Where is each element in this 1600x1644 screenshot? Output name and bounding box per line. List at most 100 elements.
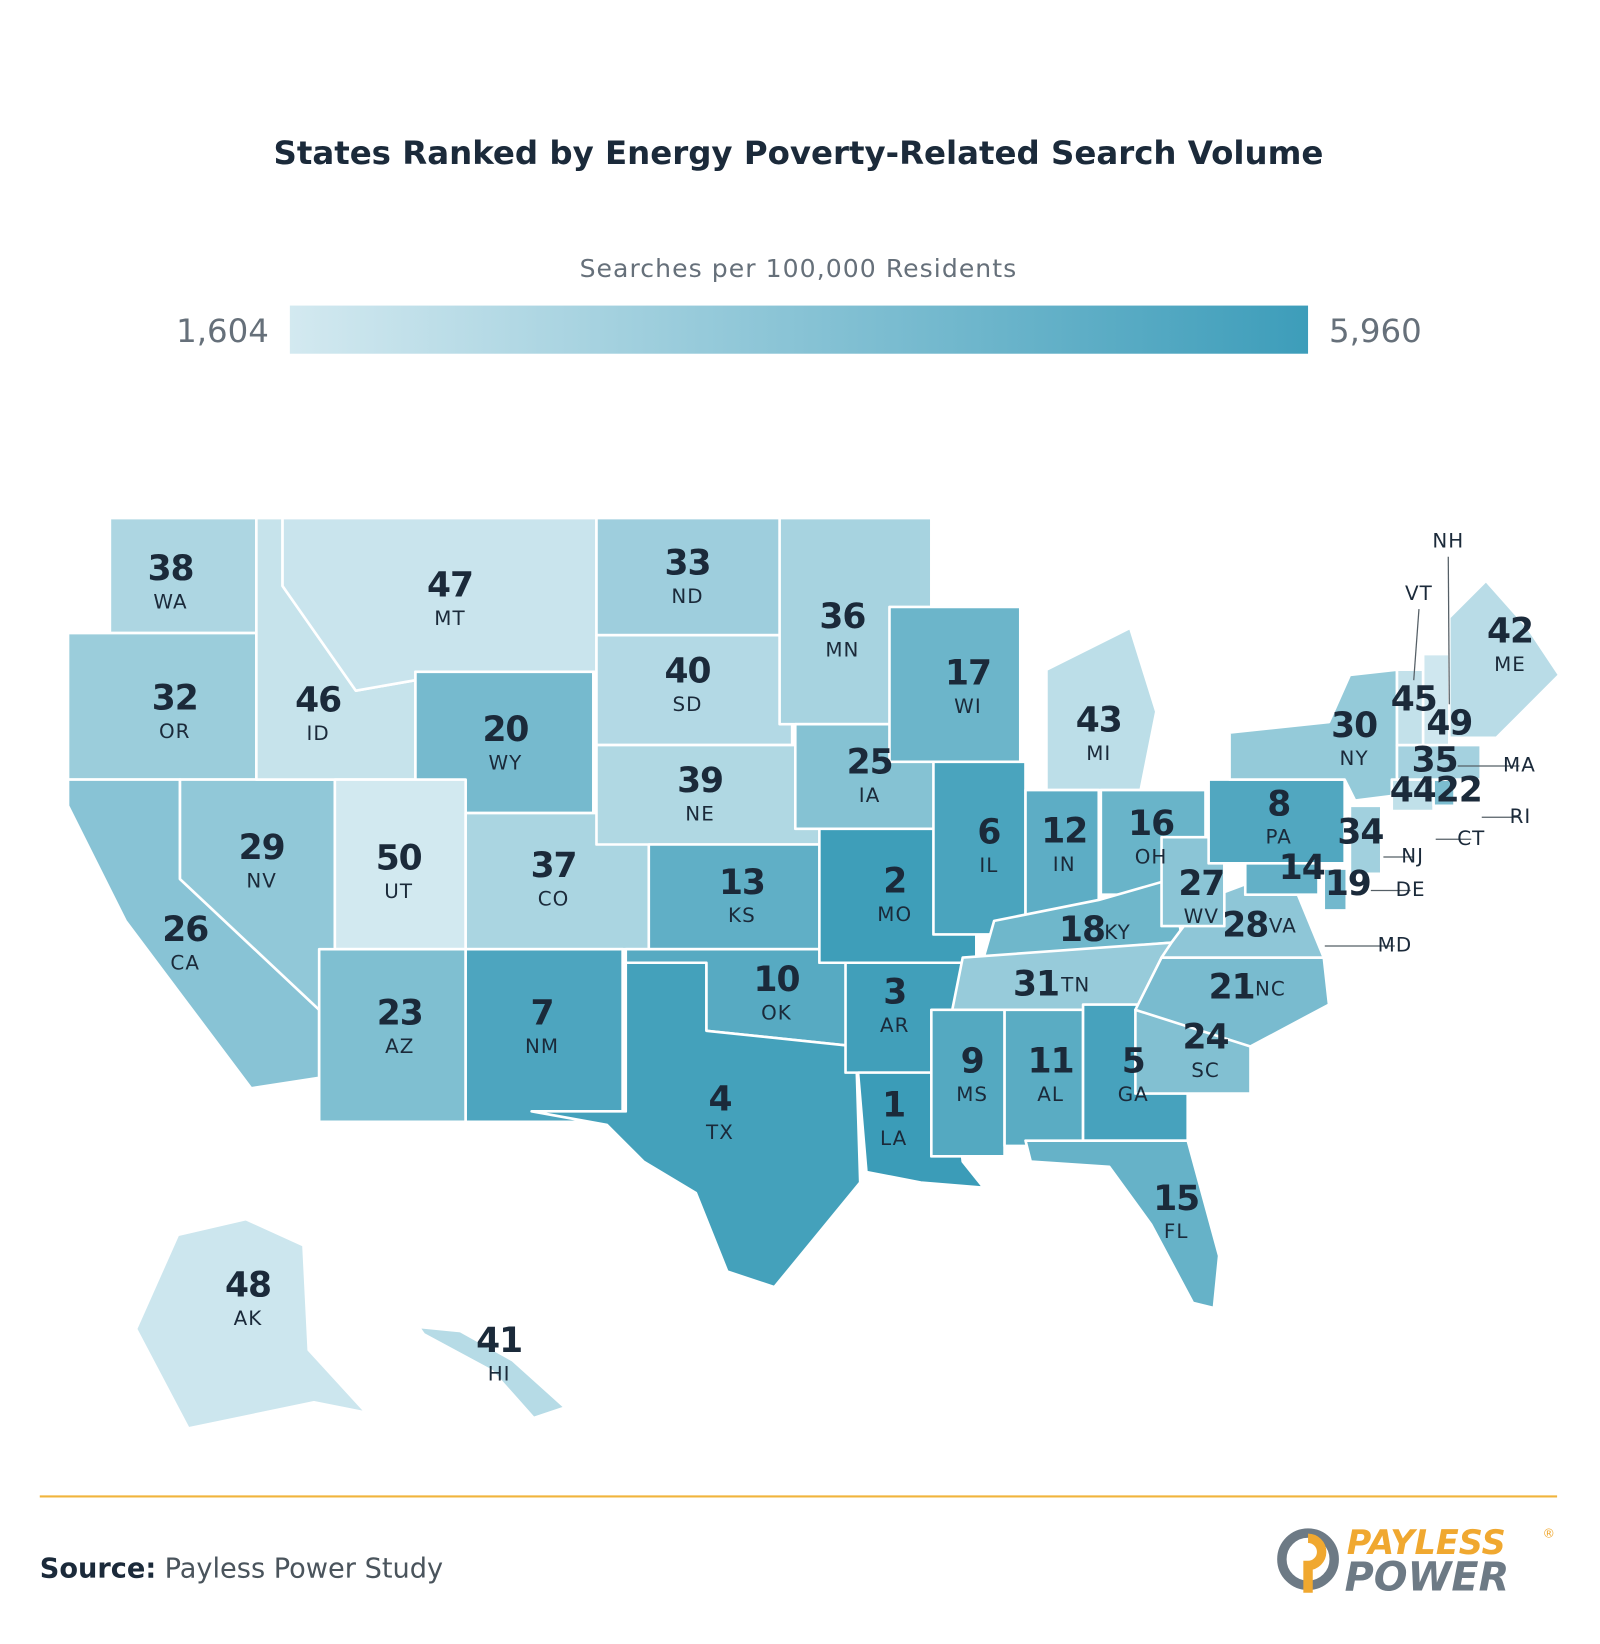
legend-min-label: 1,604 bbox=[176, 312, 269, 350]
state-abbr: NC bbox=[1255, 977, 1286, 1000]
state bbox=[530, 961, 862, 1289]
state-rank: 45 bbox=[1391, 680, 1437, 720]
state-abbr: OR bbox=[159, 720, 191, 743]
state-abbr: WV bbox=[1184, 905, 1219, 928]
state-abbr: ID bbox=[306, 722, 329, 745]
state-rank: 18 bbox=[1059, 910, 1105, 950]
state-rank: 7 bbox=[531, 994, 554, 1034]
state-abbr: KS bbox=[728, 904, 756, 927]
logo-icon-accent bbox=[1303, 1533, 1327, 1593]
state bbox=[1024, 1139, 1221, 1310]
source: Source: Payless Power Study bbox=[40, 1553, 443, 1584]
state-rank: 3 bbox=[883, 973, 906, 1013]
state-abbr: WY bbox=[488, 751, 522, 774]
state-abbr: VT bbox=[1405, 582, 1433, 605]
state-rank: 39 bbox=[677, 761, 723, 801]
state-abbr: UT bbox=[384, 880, 413, 903]
state bbox=[134, 1217, 368, 1430]
leader-line bbox=[1413, 609, 1420, 681]
logo-line2: POWER bbox=[1345, 1555, 1510, 1601]
state-rank: 26 bbox=[162, 910, 208, 950]
state-rank: 46 bbox=[295, 681, 341, 721]
state-rank: 38 bbox=[148, 549, 194, 589]
state-abbr: DE bbox=[1396, 878, 1426, 901]
logo-mark: ® bbox=[1542, 1526, 1555, 1541]
state-abbr: NJ bbox=[1401, 845, 1424, 868]
state-rank: 11 bbox=[1028, 1042, 1074, 1082]
state-abbr: SC bbox=[1191, 1059, 1220, 1082]
legend-title: Searches per 100,000 Residents bbox=[580, 254, 1018, 283]
state bbox=[1243, 862, 1320, 897]
state-abbr: NM bbox=[525, 1035, 559, 1058]
state bbox=[1348, 804, 1383, 876]
state-rank: 24 bbox=[1183, 1018, 1229, 1058]
map-labels: 38WA32OR26CA29NV46ID47MT20WY50UT37CO23AZ… bbox=[148, 530, 1536, 1386]
state-abbr: WA bbox=[153, 590, 187, 613]
state-rank: 25 bbox=[847, 742, 893, 782]
state-rank: 33 bbox=[665, 544, 711, 584]
state-rank: 40 bbox=[665, 651, 711, 691]
state-rank: 42 bbox=[1487, 612, 1533, 652]
map bbox=[66, 516, 1561, 1430]
state-abbr: SD bbox=[673, 693, 703, 716]
state-rank: 19 bbox=[1325, 864, 1371, 904]
state-rank: 27 bbox=[1178, 864, 1224, 904]
state-abbr: VA bbox=[1269, 915, 1297, 938]
legend-max-label: 5,960 bbox=[1329, 312, 1422, 350]
state-abbr: MS bbox=[956, 1083, 988, 1106]
state-abbr: MT bbox=[434, 607, 465, 630]
state-abbr: MN bbox=[825, 638, 859, 661]
state-abbr: MI bbox=[1086, 742, 1111, 765]
state-abbr: LA bbox=[880, 1127, 907, 1150]
state bbox=[1045, 626, 1158, 792]
state-abbr: PA bbox=[1266, 826, 1292, 849]
state-rank: 12 bbox=[1041, 811, 1087, 851]
state-rank: 8 bbox=[1267, 784, 1290, 824]
state-rank: 29 bbox=[239, 828, 285, 868]
logo: PAYLESS ® POWER bbox=[1277, 1523, 1555, 1601]
state-rank: 43 bbox=[1076, 701, 1122, 741]
state-abbr: TX bbox=[705, 1121, 734, 1144]
state-abbr: NH bbox=[1432, 530, 1464, 553]
state-abbr: OK bbox=[761, 1002, 792, 1025]
source-text: Payless Power Study bbox=[165, 1553, 444, 1584]
state-abbr: OH bbox=[1135, 846, 1168, 869]
state-rank: 30 bbox=[1331, 706, 1377, 746]
state bbox=[417, 1325, 567, 1420]
state-rank: 31 bbox=[1013, 964, 1059, 1004]
state-abbr: CT bbox=[1457, 827, 1485, 850]
state bbox=[1421, 652, 1451, 747]
state-rank: 21 bbox=[1209, 967, 1255, 1007]
state-rank: 13 bbox=[719, 863, 765, 903]
state-abbr: GA bbox=[1118, 1083, 1149, 1106]
state-rank: 49 bbox=[1426, 704, 1472, 744]
source-label: Source: bbox=[40, 1553, 156, 1584]
state-abbr: AL bbox=[1037, 1083, 1064, 1106]
state-abbr: AK bbox=[234, 1307, 263, 1330]
state-rank: 44 bbox=[1390, 771, 1436, 811]
state-rank: 16 bbox=[1128, 804, 1174, 844]
state-rank: 15 bbox=[1153, 1179, 1199, 1219]
state-rank: 4 bbox=[708, 1079, 731, 1119]
state-rank: 20 bbox=[482, 710, 528, 750]
state-rank: 28 bbox=[1222, 906, 1268, 946]
state-rank: 2 bbox=[883, 862, 906, 902]
state-rank: 14 bbox=[1279, 848, 1325, 888]
state bbox=[1395, 743, 1483, 781]
state-abbr: MA bbox=[1503, 754, 1536, 777]
state-rank: 37 bbox=[531, 846, 577, 886]
state-abbr: IN bbox=[1053, 853, 1076, 876]
state-abbr: TN bbox=[1060, 973, 1090, 996]
state-abbr: ND bbox=[671, 585, 703, 608]
state-abbr: NE bbox=[685, 803, 715, 826]
state-abbr: WI bbox=[954, 695, 982, 718]
color-scale bbox=[289, 305, 1309, 354]
state-abbr: AZ bbox=[385, 1035, 414, 1058]
state-rank: 41 bbox=[476, 1321, 522, 1361]
state-abbr: HI bbox=[488, 1363, 511, 1386]
state-abbr: CA bbox=[170, 951, 200, 974]
state-rank: 50 bbox=[376, 839, 422, 879]
logo-line1: PAYLESS bbox=[1347, 1523, 1506, 1562]
state-rank: 10 bbox=[753, 960, 799, 1000]
